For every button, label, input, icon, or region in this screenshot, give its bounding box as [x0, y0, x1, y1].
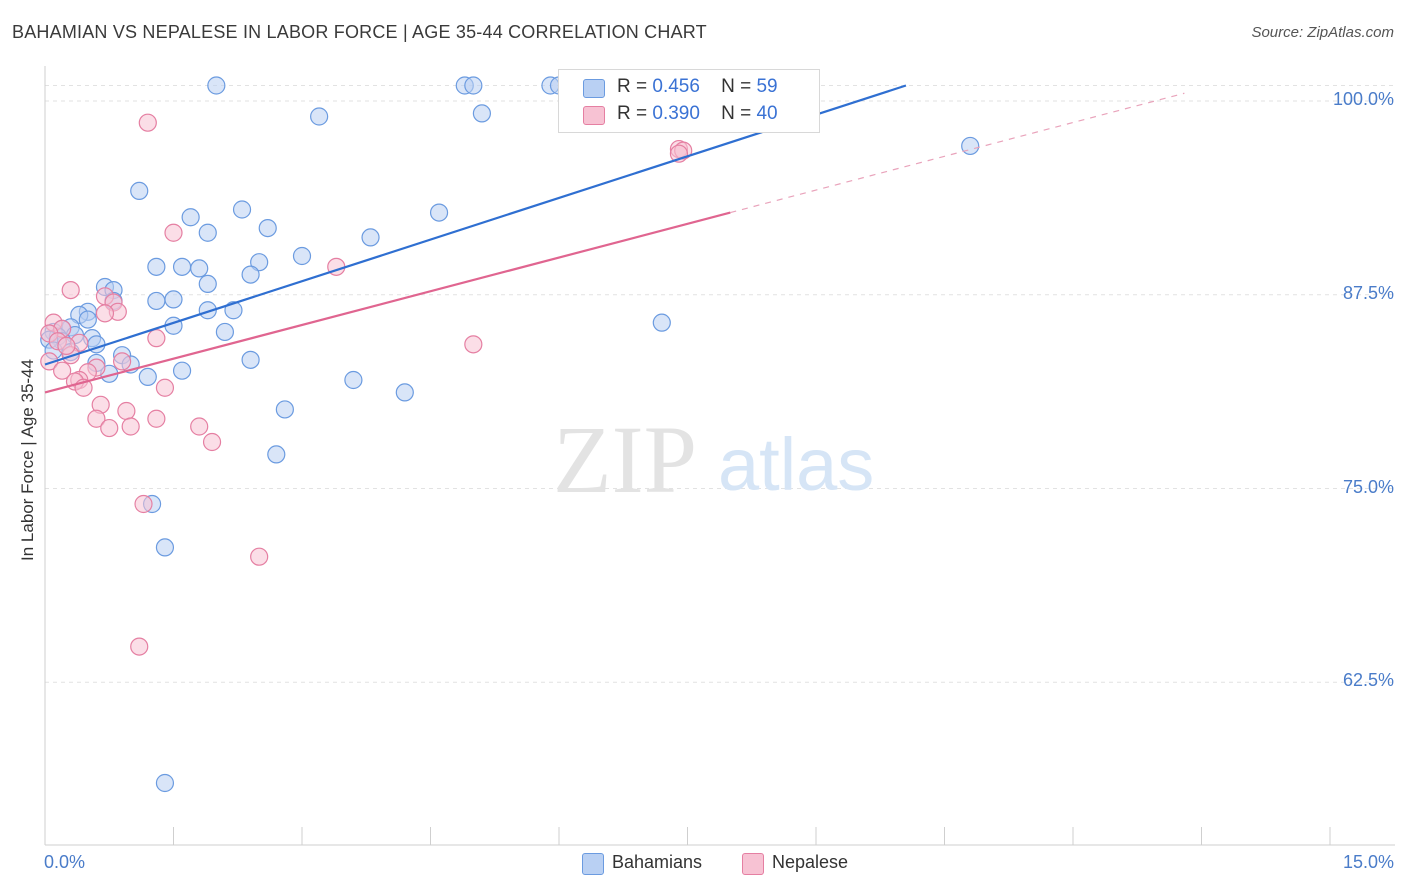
legend-n-value-bahamians: 59: [756, 76, 778, 97]
data-point-nepalese: [190, 417, 209, 436]
data-point-bahamians: [472, 104, 491, 123]
legend-r-label: R =: [617, 76, 648, 97]
data-point-bahamians: [215, 322, 234, 342]
series-swatch-nepalese: [742, 853, 764, 875]
data-point-bahamians: [155, 538, 175, 557]
data-point-bahamians: [241, 350, 260, 369]
data-point-bahamians: [395, 383, 414, 402]
data-point-bahamians: [172, 361, 192, 380]
data-point-bahamians: [147, 291, 166, 311]
watermark-atlas: atlas: [718, 423, 874, 506]
data-point-bahamians: [198, 301, 217, 320]
series-swatch-bahamians: [582, 853, 604, 875]
data-point-nepalese: [121, 417, 140, 436]
data-point-bahamians: [310, 107, 329, 126]
data-point-bahamians: [147, 257, 166, 276]
data-point-bahamians: [361, 228, 380, 247]
data-point-bahamians: [344, 370, 363, 390]
x-tick-label-max: 15.0%: [1342, 852, 1394, 872]
data-point-bahamians: [138, 367, 157, 386]
series-label-nepalese: Nepalese: [772, 852, 849, 872]
chart-title: BAHAMIAN VS NEPALESE IN LABOR FORCE | AG…: [12, 22, 707, 42]
data-point-bahamians: [190, 259, 209, 278]
data-point-bahamians: [198, 223, 217, 242]
data-point-bahamians: [464, 76, 483, 95]
data-point-nepalese: [95, 304, 115, 323]
correlation-legend: R = 0.456 N = 59 R = 0.390 N = 40: [558, 69, 820, 133]
legend-swatch-nepalese: [583, 106, 605, 125]
data-point-bahamians: [224, 301, 243, 320]
data-point-nepalese: [112, 352, 132, 371]
data-point-nepalese: [61, 281, 80, 300]
y-tick-label: 100.0%: [1332, 89, 1394, 109]
data-point-bahamians: [155, 773, 175, 793]
data-point-nepalese: [87, 409, 106, 428]
data-point-bahamians: [172, 257, 192, 276]
legend-r-value-nepalese: 0.390: [652, 103, 700, 124]
data-point-nepalese: [117, 401, 136, 421]
data-point-bahamians: [232, 200, 252, 219]
data-point-bahamians: [130, 181, 149, 200]
legend-n-label: N =: [721, 103, 752, 124]
legend-r-value-bahamians: 0.456: [652, 76, 700, 97]
data-point-nepalese: [250, 547, 269, 566]
y-tick-label: 75.0%: [1342, 476, 1394, 497]
legend-n-label: N =: [721, 76, 752, 97]
data-point-nepalese: [53, 361, 72, 380]
series-label-bahamians: Bahamians: [612, 852, 703, 872]
data-point-bahamians: [275, 400, 294, 419]
gridlines: [45, 85, 1395, 683]
data-point-nepalese: [57, 336, 76, 355]
data-point-nepalese: [202, 432, 222, 452]
data-point-nepalese: [130, 637, 149, 656]
data-point-nepalese: [147, 329, 166, 348]
legend-swatch-bahamians: [583, 79, 605, 98]
x-tick-label-min: 0.0%: [44, 852, 86, 872]
data-point-bahamians: [267, 445, 286, 464]
data-point-nepalese: [164, 223, 183, 242]
trend-line-nepalese: [44, 211, 731, 394]
data-point-bahamians: [198, 274, 217, 293]
data-point-bahamians: [207, 76, 226, 95]
data-point-nepalese: [100, 418, 119, 438]
data-point-nepalese: [147, 409, 166, 428]
data-point-bahamians: [961, 136, 980, 156]
axes: [44, 66, 1395, 846]
data-point-nepalese: [138, 113, 157, 132]
data-point-bahamians: [181, 208, 200, 227]
data-point-bahamians: [258, 219, 277, 238]
data-point-bahamians: [292, 246, 312, 266]
data-point-nepalese: [464, 335, 483, 354]
data-point-bahamians: [429, 203, 449, 222]
data-point-nepalese: [134, 494, 153, 514]
legend-r-label: R =: [617, 103, 648, 124]
chart-source: Source: ZipAtlas.com: [1251, 24, 1394, 41]
data-point-bahamians: [652, 313, 671, 332]
legend-n-value-nepalese: 40: [756, 103, 778, 124]
y-tick-label: 62.5%: [1342, 670, 1394, 691]
y-tick-label: 87.5%: [1342, 282, 1394, 303]
data-point-bahamians: [164, 290, 183, 309]
data-point-bahamians: [241, 265, 260, 284]
watermark-zip: ZIP: [553, 406, 697, 513]
data-point-bahamians: [78, 310, 97, 329]
data-point-nepalese: [155, 378, 175, 397]
data-point-bahamians: [250, 253, 269, 272]
